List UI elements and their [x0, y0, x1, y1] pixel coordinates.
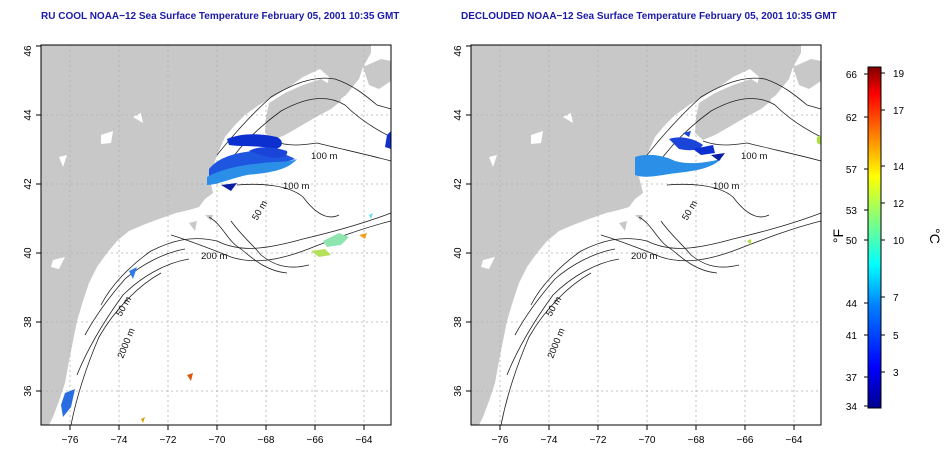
c-tick-label: 12: [893, 199, 905, 210]
map-panel-left: 100 m 100 m 50 m 200 m 50 m 2000 m −76 −…: [23, 44, 392, 446]
c-tick-label: 5: [893, 331, 899, 342]
lon-tick-labels-left: −76 −74 −72 −70 −68 −66 −64: [62, 435, 373, 446]
lon-tick-labels-right: −76 −74 −72 −70 −68 −66 −64: [492, 435, 803, 446]
lat-tick-label: 46: [453, 45, 464, 57]
sst-patches-right: [635, 131, 821, 245]
lat-tick-labels-right: 36 38 40 42 44 46: [453, 45, 464, 397]
colorbar: 34 37 41 44 50 53 57 62 66 3 5 7 10 12 1…: [830, 66, 943, 413]
c-tick-label: 17: [893, 106, 905, 117]
lat-tick-label: 38: [23, 316, 34, 328]
lat-tick-label: 40: [23, 247, 34, 259]
lon-tick-label: −66: [307, 435, 324, 446]
lon-tick-label: −64: [786, 435, 803, 446]
contour-label: 100 m: [741, 151, 767, 162]
lon-tick-label: −76: [62, 435, 79, 446]
c-tick-label: 3: [893, 368, 899, 379]
celsius-ticks: 3 5 7 10 12 14 17 19: [893, 69, 905, 379]
lon-tick-label: −70: [209, 435, 226, 446]
f-tick-label: 34: [846, 402, 858, 413]
celsius-label: °C: [927, 228, 943, 244]
f-tick-label: 37: [846, 373, 858, 384]
panel-left-title: RU COOL NOAA−12 Sea Surface Temperature …: [41, 11, 400, 22]
panel-right-title: DECLOUDED NOAA−12 Sea Surface Temperatur…: [461, 11, 837, 22]
lat-tick-label: 36: [23, 385, 34, 397]
lon-tick-label: −76: [492, 435, 509, 446]
lat-tick-label: 44: [23, 109, 34, 121]
lat-tick-label: 38: [453, 316, 464, 328]
lon-tick-label: −68: [688, 435, 705, 446]
lat-tick-label: 42: [23, 178, 34, 190]
map-frame: [40, 44, 392, 426]
c-tick-label: 10: [893, 236, 905, 247]
c-tick-label: 7: [893, 293, 899, 304]
f-tick-label: 53: [846, 206, 858, 217]
lon-tick-label: −64: [356, 435, 373, 446]
lon-tick-label: −72: [160, 435, 177, 446]
map-panel-right: 100 m 100 m 50 m 200 m 50 m 2000 m −76 −…: [453, 44, 822, 446]
f-tick-label: 62: [846, 113, 858, 124]
f-tick-label: 41: [846, 331, 858, 342]
lat-tick-label: 42: [453, 178, 464, 190]
sst-patches-left: [61, 131, 391, 423]
contour-label: 100 m: [311, 151, 337, 162]
contour-label: 100 m: [713, 181, 739, 192]
fahrenheit-label: °F: [830, 229, 846, 243]
lat-tick-label: 46: [23, 45, 34, 57]
map-frame: [470, 44, 822, 426]
lat-tick-label: 36: [453, 385, 464, 397]
lat-tick-label: 40: [453, 247, 464, 259]
lon-tick-label: −66: [737, 435, 754, 446]
lon-tick-label: −74: [541, 435, 558, 446]
lon-tick-label: −70: [639, 435, 656, 446]
contour-label: 100 m: [283, 181, 309, 192]
lat-tick-label: 44: [453, 109, 464, 121]
c-tick-label: 19: [893, 69, 905, 80]
fahrenheit-ticks: 34 37 41 44 50 53 57 62 66: [846, 70, 858, 413]
lon-tick-label: −74: [111, 435, 128, 446]
contour-label: 200 m: [201, 251, 227, 262]
f-tick-label: 44: [846, 299, 858, 310]
contour-label: 200 m: [631, 251, 657, 262]
f-tick-label: 50: [846, 236, 858, 247]
lat-tick-labels-left: 36 38 40 42 44 46: [23, 45, 34, 397]
lon-tick-label: −72: [590, 435, 607, 446]
f-tick-label: 57: [846, 165, 858, 176]
colorbar-gradient: [867, 66, 882, 409]
lon-tick-label: −68: [258, 435, 275, 446]
f-tick-label: 66: [846, 70, 858, 81]
c-tick-label: 14: [893, 162, 905, 173]
